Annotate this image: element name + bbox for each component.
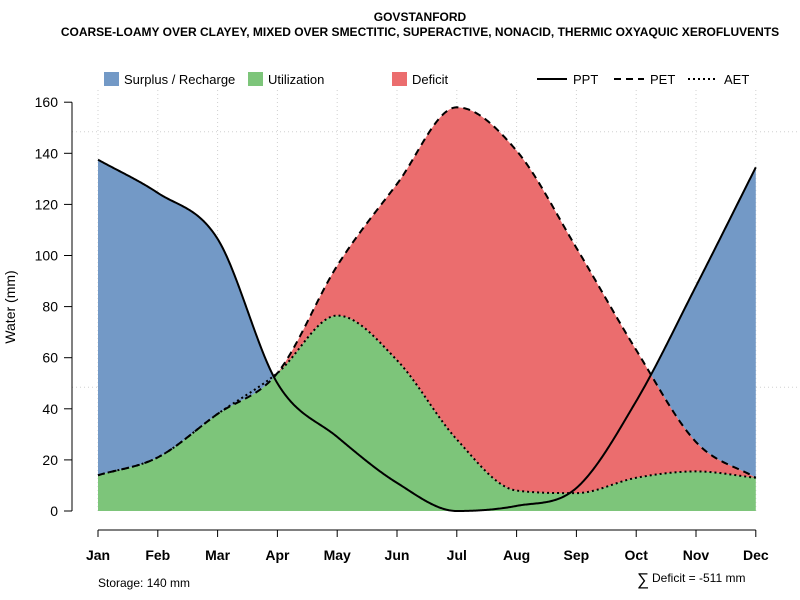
chart-subtitle: COARSE-LOAMY OVER CLAYEY, MIXED OVER SME… (61, 25, 779, 39)
deficit-annotation: Deficit = -511 mm (652, 571, 745, 585)
x-tick-label-mar: Mar (205, 547, 230, 563)
x-tick-label-may: May (324, 547, 351, 563)
x-tick-label-nov: Nov (683, 547, 710, 563)
x-tick-label-sep: Sep (564, 547, 590, 563)
legend-label-pet: PET (650, 72, 675, 87)
area-utilization (98, 315, 756, 511)
y-tick-label: 0 (50, 503, 58, 519)
x-axis: Jan Feb Mar Apr May Jun Jul Aug Sep Oct Nov Dec (86, 529, 769, 563)
area-deficit (98, 107, 756, 494)
x-tick-label-oct: Oct (625, 547, 649, 563)
legend-label-surplus: Surplus / Recharge (124, 72, 235, 87)
y-tick-label: 80 (42, 299, 58, 315)
chart-title: GOVSTANFORD (374, 10, 467, 24)
legend-label-ppt: PPT (573, 72, 598, 87)
legend-swatch-deficit (392, 72, 407, 86)
legend-label-deficit: Deficit (412, 72, 449, 87)
legend-swatch-utilization (248, 72, 263, 86)
series-line-aet (97, 314, 756, 495)
sum-symbol: ∑ (637, 570, 649, 589)
series-line-pet (97, 106, 757, 479)
y-tick-label: 100 (35, 248, 59, 264)
x-tick-label-dec: Dec (743, 547, 769, 563)
y-tick-label: 20 (42, 452, 58, 468)
area-surplus (98, 107, 756, 478)
x-tick-label-jul: Jul (447, 547, 467, 563)
y-tick-label: 140 (35, 145, 59, 161)
series-line-ppt (97, 158, 757, 512)
legend-label-utilization: Utilization (268, 72, 324, 87)
y-tick-label: 160 (35, 94, 59, 110)
x-tick-label-aug: Aug (503, 547, 530, 563)
y-tick-label: 40 (42, 401, 58, 417)
y-axis: 0 20 40 60 80 100 120 140 160 (35, 94, 73, 519)
legend-label-aet: AET (724, 72, 749, 87)
x-tick-label-apr: Apr (265, 547, 290, 563)
x-tick-label-feb: Feb (145, 547, 170, 563)
x-tick-label-jun: Jun (385, 547, 410, 563)
y-axis-label: Water (mm) (2, 270, 18, 343)
legend: Surplus / Recharge Utilization Deficit P… (104, 72, 749, 87)
storage-annotation: Storage: 140 mm (98, 576, 190, 590)
x-tick-label-jan: Jan (86, 547, 110, 563)
series-lines (97, 106, 757, 512)
y-tick-label: 120 (35, 196, 59, 212)
y-tick-label: 60 (42, 350, 58, 366)
legend-swatch-surplus (104, 72, 119, 86)
water-balance-areas (98, 107, 756, 511)
